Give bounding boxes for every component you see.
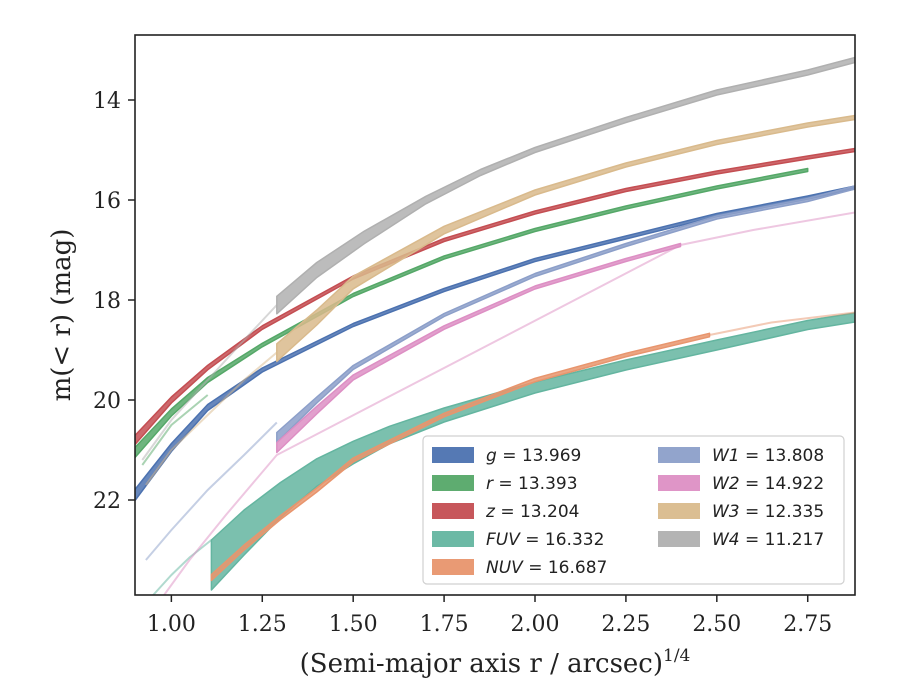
series-w3-extension [145, 351, 278, 486]
legend-box [422, 435, 845, 585]
series-z-band [135, 147, 855, 446]
series-w3-band [276, 114, 855, 363]
legend-symbol: z [485, 502, 496, 522]
legend-label-w3: W3 = 12.335 [712, 502, 824, 522]
legend-symbol: FUV [486, 530, 521, 550]
x-axis-label-superscript: 1/4 [663, 646, 690, 666]
legend-value: = 13.808 [740, 446, 825, 466]
legend-value: = 13.393 [493, 474, 578, 494]
legend-symbol: W3 [712, 502, 740, 522]
x-tick-label: 1.50 [329, 612, 378, 637]
legend-value: = 14.922 [740, 474, 825, 494]
series-w4-band [276, 56, 855, 315]
legend-value: = 16.687 [523, 558, 608, 578]
legend-value: = 11.217 [740, 530, 825, 550]
x-tick-label: 2.00 [511, 612, 560, 637]
x-axis: 1.00 1.25 1.50 1.75 2.00 2.25 2.50 2.75 [147, 595, 832, 637]
series-g-band [135, 185, 855, 502]
legend-symbol: NUV [486, 558, 524, 578]
legend-label-r: r = 13.393 [486, 474, 578, 494]
legend-label-z: z = 13.204 [485, 502, 579, 522]
series-w2-extension [163, 211, 855, 595]
legend-value: = 13.204 [495, 502, 580, 522]
legend-label-w1: W1 = 13.808 [712, 446, 824, 466]
y-axis: 14 16 18 20 22 [93, 89, 135, 514]
legend-symbol: W1 [712, 446, 740, 466]
y-tick-label: 22 [93, 489, 121, 514]
x-axis-label: (Semi-major axis r / arcsec)1/4 [300, 646, 691, 679]
series-layer [135, 56, 855, 595]
x-tick-label: 1.00 [147, 612, 196, 637]
legend-label-nuv: NUV = 16.687 [486, 558, 607, 578]
legend-value: = 12.335 [740, 502, 825, 522]
legend-symbol: W2 [712, 474, 740, 494]
legend-swatch-w3 [658, 503, 700, 519]
legend-label-w2: W2 = 14.922 [712, 474, 824, 494]
legend-swatch-g [432, 447, 474, 463]
x-tick-label: 2.50 [692, 612, 741, 637]
series-w4-extension [141, 304, 278, 461]
x-axis-label-main: (Semi-major axis r / arcsec) [300, 649, 663, 679]
legend-swatch-z [432, 503, 474, 519]
y-axis-label: m(< r) (mag) [47, 229, 77, 402]
series-nuv-extension [709, 311, 855, 336]
legend-swatch-w2 [658, 475, 700, 491]
x-tick-label: 2.75 [783, 612, 832, 637]
y-tick-label: 18 [93, 289, 121, 314]
legend-symbol: g [486, 446, 497, 466]
series-w1-band [276, 185, 855, 444]
y-tick-label: 16 [93, 189, 121, 214]
series-fuv-band [210, 312, 855, 591]
x-tick-label: 1.25 [238, 612, 287, 637]
series-fuv-extension [152, 539, 213, 595]
legend-label-g: g = 13.969 [486, 446, 581, 466]
legend-symbol: r [486, 474, 494, 494]
legend-swatch-w4 [658, 531, 700, 547]
series-w2-band [276, 242, 682, 454]
legend-swatch-fuv [432, 531, 474, 547]
series-r-band [135, 167, 809, 459]
legend-label-w4: W4 = 11.217 [712, 530, 824, 550]
legend-value: = 16.332 [520, 530, 605, 550]
legend-swatch-r [432, 475, 474, 491]
plot-frame [134, 34, 856, 596]
y-tick-label: 20 [93, 389, 121, 414]
legend-symbol: W4 [712, 530, 740, 550]
series-w1-extension [145, 421, 278, 561]
x-tick-label: 1.75 [420, 612, 469, 637]
legend-label-fuv: FUV = 16.332 [486, 530, 604, 550]
x-tick-label: 2.25 [601, 612, 650, 637]
legend-swatch-w1 [658, 447, 700, 463]
legend-swatch-nuv [432, 559, 474, 575]
series-nuv-band [210, 332, 711, 582]
series-r-extension [141, 394, 209, 466]
y-tick-label: 14 [93, 89, 121, 114]
plot-area [135, 56, 855, 595]
legend-value: = 13.969 [497, 446, 582, 466]
